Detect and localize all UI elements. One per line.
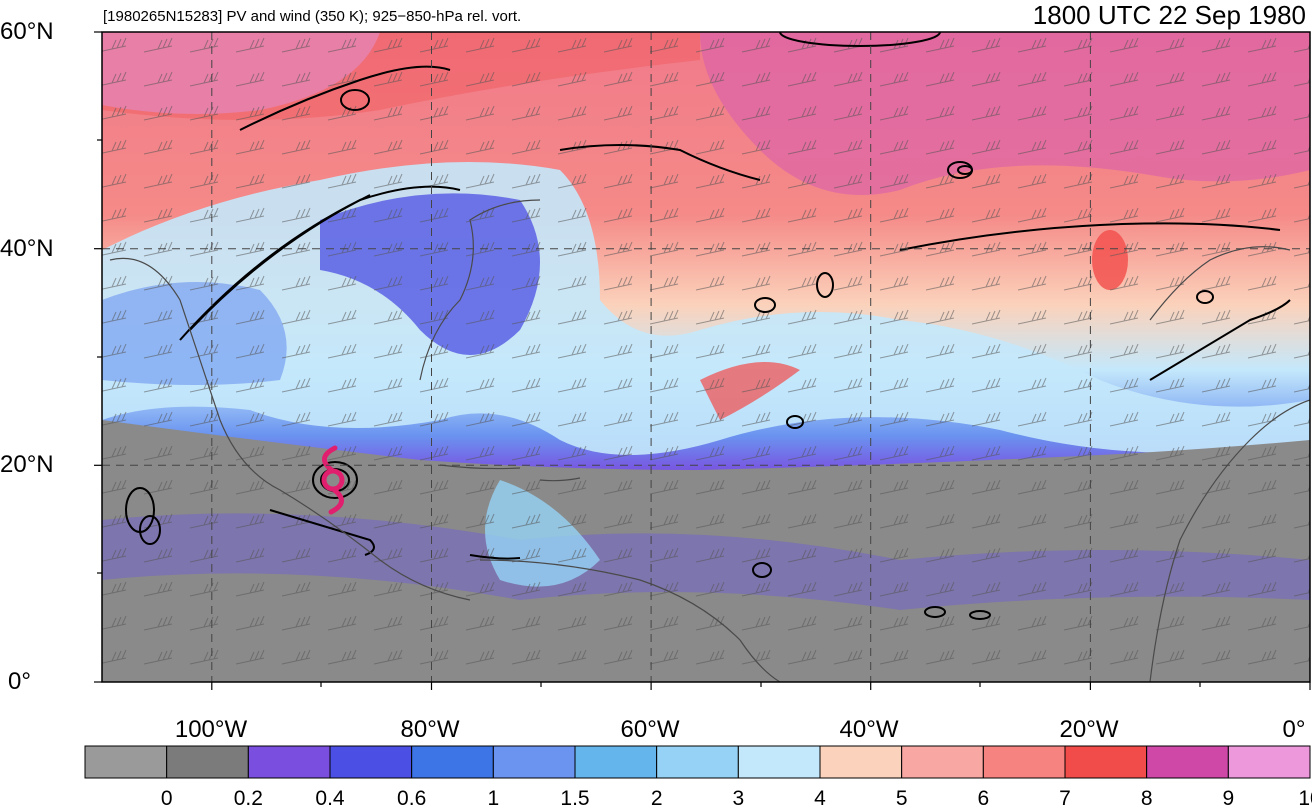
- colorbar-label: 0.6: [397, 787, 427, 810]
- lon-label: 20°W: [1059, 716, 1119, 743]
- colorbar-label: 7: [1059, 787, 1071, 810]
- lat-label: 0°: [8, 668, 31, 695]
- colorbar-swatch: [901, 745, 984, 779]
- colorbar-label: 0: [160, 787, 173, 810]
- gridlines: [102, 32, 1310, 682]
- colorbar-label: 9: [1222, 787, 1235, 810]
- vorticity-contour: [924, 606, 946, 618]
- colorbar-label: 2: [650, 787, 663, 810]
- lon-label: 100°W: [174, 716, 248, 743]
- vorticity-contour: [469, 554, 521, 560]
- colorbar-swatch: [411, 745, 494, 779]
- lon-label: 0°: [1282, 716, 1306, 743]
- colorbar-label: 3: [732, 787, 745, 810]
- colorbar-label: 6: [977, 787, 990, 810]
- colorbar-label: 0.2: [233, 787, 263, 810]
- colorbar-label: 8: [1140, 787, 1153, 810]
- colorbar-swatch: [492, 745, 576, 779]
- colorbar-swatch: [819, 745, 903, 779]
- colorbar-swatch: [574, 745, 658, 779]
- plot-title-left: [1980265N15283] PV and wind (350 K); 925…: [103, 8, 522, 25]
- vorticity-contour: [969, 610, 991, 620]
- vorticity-contour: [340, 89, 370, 111]
- vorticity-contour: [957, 165, 973, 175]
- vorticity-contour: [312, 461, 358, 499]
- coastline-iberia: [1149, 246, 1291, 321]
- colorbar-swatch: [737, 745, 821, 779]
- colorbar-label: 10: [1298, 787, 1312, 810]
- colorbar-swatch: [1227, 745, 1311, 779]
- plot-title-right: 1800 UTC 22 Sep 1980: [1032, 0, 1306, 30]
- coastline-americas: [109, 257, 471, 601]
- colorbar-swatch: [656, 745, 739, 779]
- coastline-south-america: [479, 559, 781, 682]
- vorticity-contour: [559, 144, 761, 181]
- colorbar-swatch: [982, 745, 1066, 779]
- vorticity-contour: [269, 509, 375, 556]
- vorticity-contour: [816, 272, 834, 298]
- coastline-caribbean: [439, 464, 581, 482]
- lat-label: 40°N: [0, 235, 54, 262]
- vorticity-contour: [139, 515, 161, 545]
- pv-field: [102, 32, 1310, 682]
- coastlines: [109, 199, 1310, 682]
- vorticity-contour: [786, 415, 804, 429]
- tropical-cyclone-icon: [321, 445, 345, 515]
- colorbar-swatch: [84, 745, 168, 779]
- lon-label: 40°W: [839, 716, 899, 743]
- vorticity-contour: [189, 194, 371, 331]
- colorbar-swatch: [166, 745, 249, 779]
- wind-barbs: [102, 32, 1310, 682]
- lat-label: 20°N: [0, 451, 54, 478]
- lon-label: 80°W: [400, 716, 460, 743]
- colorbar-swatch: [329, 745, 413, 779]
- vorticity-contour: [754, 297, 776, 313]
- vorticity-contour: [752, 562, 772, 578]
- colorbar-label: 4: [814, 787, 826, 810]
- vorticity-contour: [779, 32, 941, 47]
- lon-label: 60°W: [620, 716, 680, 743]
- colorbar-label: 1: [487, 787, 500, 810]
- vorticity-contours: [125, 32, 1291, 620]
- vorticity-contour: [899, 222, 1281, 251]
- vorticity-contour: [239, 65, 451, 131]
- coastline-east-us: [419, 199, 541, 381]
- coastline-africa: [1149, 399, 1310, 682]
- colorbar-swatch: [247, 745, 331, 779]
- colorbar-swatch: [1146, 745, 1229, 779]
- lat-label: 60°N: [0, 18, 54, 45]
- colorbar-label: 5: [895, 787, 908, 810]
- colorbar: [84, 745, 1311, 779]
- vorticity-contour: [1149, 299, 1291, 381]
- colorbar-label: 0.4: [315, 787, 345, 810]
- colorbar-swatch: [1064, 745, 1148, 779]
- colorbar-label: 1.5: [560, 787, 590, 810]
- axis-ticks: [94, 31, 1311, 690]
- vorticity-contour: [1196, 290, 1214, 304]
